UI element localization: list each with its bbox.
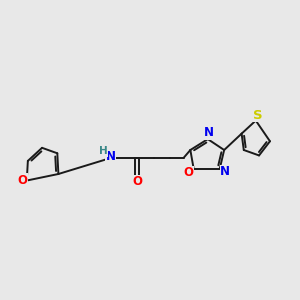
Text: O: O bbox=[17, 174, 27, 187]
Text: O: O bbox=[183, 167, 193, 179]
Text: O: O bbox=[132, 175, 142, 188]
Text: N: N bbox=[220, 165, 230, 178]
Text: S: S bbox=[253, 109, 263, 122]
Text: H: H bbox=[99, 146, 107, 156]
Text: N: N bbox=[106, 150, 116, 163]
Text: N: N bbox=[204, 126, 214, 139]
